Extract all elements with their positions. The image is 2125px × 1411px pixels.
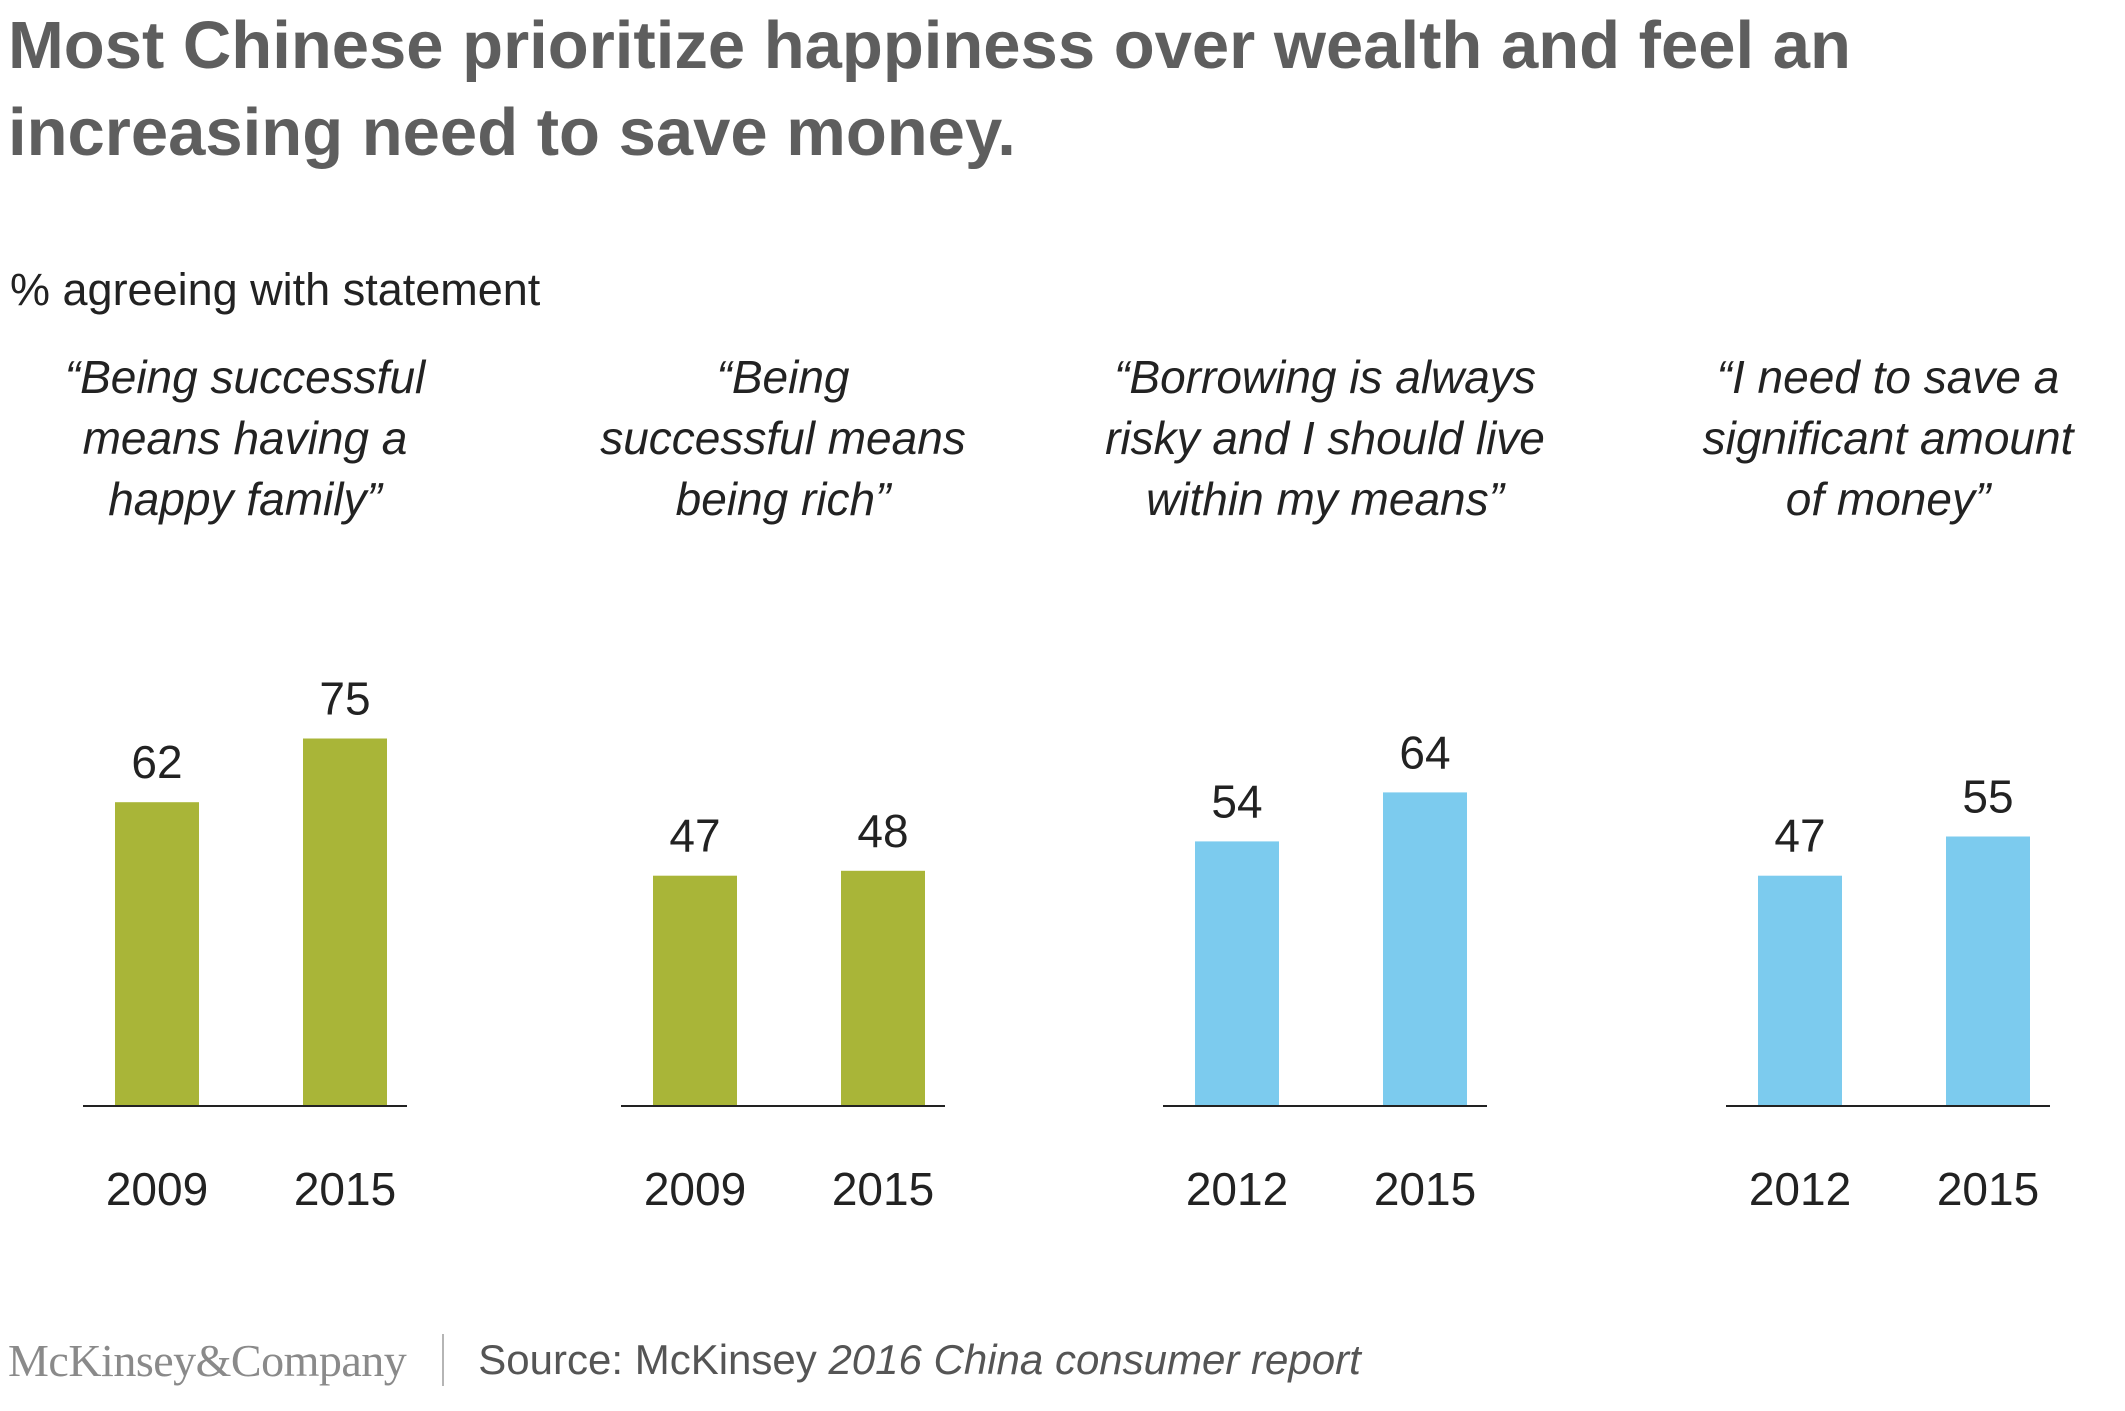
- chart-title-line: means having a: [83, 412, 408, 464]
- bar-value-label: 54: [1211, 775, 1262, 827]
- chart-title-line: successful means: [600, 412, 966, 464]
- bar: [1195, 841, 1279, 1106]
- chart-title-line: of money”: [1786, 473, 1993, 525]
- bar-value-label: 48: [857, 805, 908, 857]
- footer-divider: [442, 1334, 445, 1386]
- category-label: 2015: [1937, 1163, 2039, 1215]
- bar: [1946, 836, 2030, 1106]
- category-label: 2009: [106, 1163, 208, 1215]
- bar-value-label: 47: [1774, 810, 1825, 862]
- bar-value-label: 55: [1962, 771, 2013, 823]
- chart-title-line: “Being: [717, 351, 850, 403]
- chart-subtitle: % agreeing with statement: [10, 264, 541, 315]
- bar: [115, 802, 199, 1106]
- footer: McKinsey&Company Source: McKinsey 2016 C…: [8, 1330, 1361, 1390]
- chart-title-line: “Borrowing is always: [1114, 351, 1536, 403]
- bar: [841, 870, 925, 1106]
- page-title: Most Chinese prioritize happiness over w…: [8, 8, 1851, 170]
- chart-title-line: happy family”: [108, 473, 384, 525]
- category-label: 2009: [644, 1163, 746, 1215]
- mckinsey-logo: McKinsey&Company: [8, 1334, 407, 1386]
- chart-title-line: significant amount: [1703, 412, 2076, 464]
- bar-value-label: 47: [669, 810, 720, 862]
- category-label: 2012: [1186, 1163, 1288, 1215]
- bar-value-label: 75: [319, 673, 370, 725]
- chart-title-line: being rich”: [676, 473, 893, 525]
- category-label: 2015: [1374, 1163, 1476, 1215]
- source-title: 2016 China consumer report: [828, 1336, 1361, 1383]
- bar: [303, 738, 387, 1106]
- bar: [1383, 792, 1467, 1106]
- bar-value-label: 62: [131, 736, 182, 788]
- category-label: 2015: [832, 1163, 934, 1215]
- source-prefix: Source: McKinsey: [478, 1336, 829, 1383]
- bar: [1758, 875, 1842, 1106]
- source-note: Source: McKinsey 2016 China consumer rep…: [478, 1336, 1360, 1384]
- chart-title-line: within my means”: [1146, 473, 1507, 525]
- category-label: 2015: [294, 1163, 396, 1215]
- chart-title-line: “I need to save a: [1717, 351, 2060, 403]
- chart-title-line: “Being successful: [65, 351, 427, 403]
- bar-value-label: 64: [1399, 726, 1450, 778]
- chart-title-line: risky and I should live: [1105, 412, 1545, 464]
- bar: [653, 875, 737, 1106]
- category-label: 2012: [1749, 1163, 1851, 1215]
